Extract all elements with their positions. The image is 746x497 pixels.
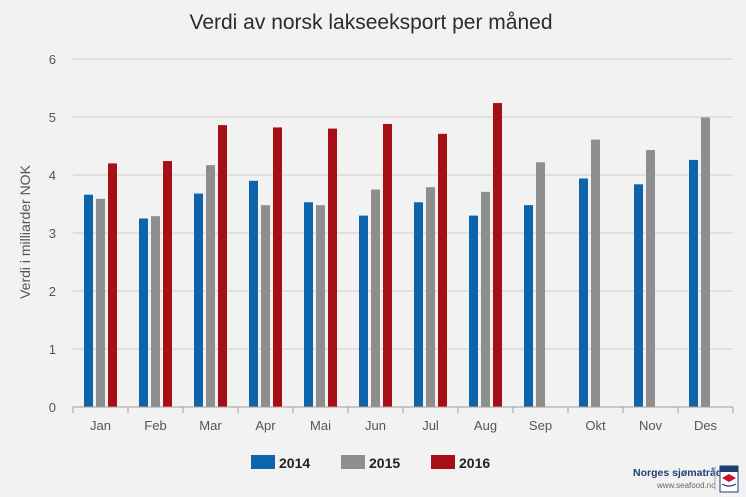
- bar-2014-Feb: [139, 218, 148, 407]
- bar-2015-Feb: [151, 216, 160, 407]
- x-tick-label: Jan: [90, 418, 111, 433]
- x-tick-label: Feb: [144, 418, 166, 433]
- y-tick-label: 2: [49, 284, 56, 299]
- bar-2016-Jan: [108, 163, 117, 407]
- bar-2014-Nov: [634, 184, 643, 407]
- chart-title: Verdi av norsk lakseeksport per måned: [189, 11, 552, 34]
- x-tick-label: Nov: [639, 418, 663, 433]
- bar-2014-Apr: [249, 180, 258, 407]
- bar-2015-Mai: [316, 205, 325, 407]
- bar-2015-Okt: [591, 139, 600, 407]
- bar-2015-Nov: [646, 150, 655, 407]
- x-tick-label: Mar: [199, 418, 222, 433]
- bar-2016-Mai: [328, 128, 337, 407]
- gridlines: [73, 58, 733, 408]
- logo-name: Norges sjømatråd: [633, 467, 722, 479]
- bar-2014-Mar: [194, 193, 203, 407]
- bar-2016-Aug: [493, 103, 502, 407]
- x-tick-label: Aug: [474, 418, 497, 433]
- bar-2014-Sep: [524, 205, 533, 407]
- y-tick-label: 1: [49, 342, 56, 357]
- x-tick-label: Okt: [585, 418, 606, 433]
- bar-2014-Okt: [579, 178, 588, 407]
- y-axis-label: Verdi i milliarder NOK: [17, 164, 33, 298]
- bar-2016-Apr: [273, 127, 282, 407]
- legend-label: 2015: [369, 455, 400, 471]
- x-tick-label: Sep: [529, 418, 552, 433]
- bar-2015-Jun: [371, 189, 380, 407]
- y-tick-label: 4: [49, 168, 56, 183]
- legend-label: 2016: [459, 455, 490, 471]
- legend-swatch-2016: [431, 455, 455, 469]
- norges-sjomatrad-logo: Norges sjømatråd www.seafood.no: [633, 465, 739, 493]
- x-tick-label: Jun: [365, 418, 386, 433]
- y-tick-label: 6: [49, 52, 56, 67]
- bar-2014-Mai: [304, 202, 313, 407]
- bar-2015-Aug: [481, 191, 490, 407]
- bar-2014-Jun: [359, 215, 368, 407]
- logo-badge-icon: [719, 465, 739, 493]
- bar-2016-Feb: [163, 161, 172, 407]
- x-tick-label: Mai: [310, 418, 331, 433]
- bar-2016-Jul: [438, 133, 447, 407]
- bar-2014-Aug: [469, 215, 478, 407]
- bar-2015-Sep: [536, 162, 545, 407]
- bar-2015-Jan: [96, 198, 105, 407]
- legend-label: 2014: [279, 455, 310, 471]
- x-tick-label: Jul: [422, 418, 439, 433]
- bars: [84, 103, 710, 408]
- legend-swatch-2014: [251, 455, 275, 469]
- bar-2014-Jul: [414, 202, 423, 407]
- legend-swatch-2015: [341, 455, 365, 469]
- y-tick-label: 0: [49, 400, 56, 415]
- y-tick-label: 3: [49, 226, 56, 241]
- axes: 0 1 2 3 4 5 6 Jan Feb Mar Apr Mai Jun Jul Aug Sep Okt Nov…: [49, 52, 734, 433]
- y-tick-label: 5: [49, 110, 56, 125]
- bar-2014-Des: [689, 159, 698, 407]
- bar-2015-Jul: [426, 187, 435, 407]
- x-tick-label: Des: [694, 418, 718, 433]
- x-tick-label: Apr: [255, 418, 276, 433]
- bar-2015-Mar: [206, 165, 215, 407]
- bar-2016-Jun: [383, 123, 392, 408]
- bar-2016-Mar: [218, 125, 227, 408]
- logo-url: www.seafood.no: [656, 481, 716, 490]
- bar-2015-Apr: [261, 205, 270, 407]
- bar-2015-Des: [701, 117, 710, 407]
- bar-2014-Jan: [84, 194, 93, 407]
- legend: 2014 2015 2016: [251, 455, 490, 471]
